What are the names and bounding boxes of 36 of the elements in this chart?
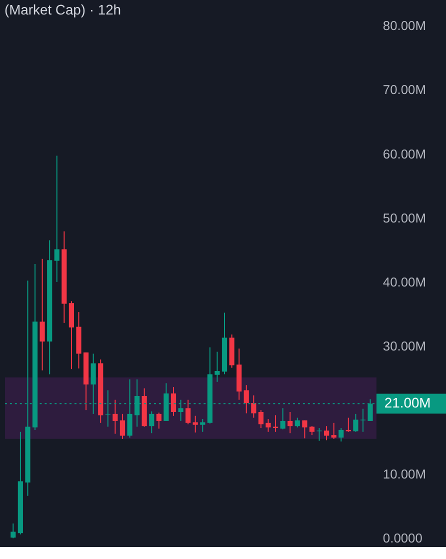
candlestick xyxy=(40,258,45,371)
y-tick-label: 80.00M xyxy=(382,18,426,34)
candlestick xyxy=(54,155,60,282)
candlestick xyxy=(360,408,366,432)
candlestick xyxy=(258,410,264,429)
candlestick xyxy=(302,420,308,439)
candlestick xyxy=(120,413,126,440)
candlestick xyxy=(149,410,154,434)
chart-title: (Market Cap) · 12h xyxy=(4,2,122,18)
ref-line-label: 21.00M xyxy=(384,394,431,411)
y-tick-label: 10.00M xyxy=(382,466,426,482)
candlestick xyxy=(324,426,330,441)
y-tick-label: 40.00M xyxy=(382,274,426,290)
y-tick-label: 30.00M xyxy=(382,338,426,354)
candlestick xyxy=(156,412,162,430)
y-tick-label: 60.00M xyxy=(382,146,426,162)
candlestick xyxy=(266,418,271,432)
candlestick xyxy=(353,413,358,432)
y-tick-label: 0.0000 xyxy=(382,530,422,546)
candlestick xyxy=(170,386,176,416)
candlestick xyxy=(280,408,286,430)
candlestick xyxy=(10,522,16,539)
y-tick-label: 50.00M xyxy=(382,210,426,226)
candlestick xyxy=(251,394,256,418)
candlestick xyxy=(192,415,198,434)
candlestick xyxy=(338,428,344,442)
candlestick xyxy=(244,384,249,414)
y-tick-label: 70.00M xyxy=(382,82,426,98)
candlestick xyxy=(288,412,293,434)
candlestick xyxy=(200,418,206,432)
candlestick xyxy=(272,414,278,432)
candlestick xyxy=(331,422,336,440)
candlestick xyxy=(186,399,191,425)
candlestick xyxy=(112,399,118,434)
candlestick xyxy=(214,351,220,382)
candlestick xyxy=(294,417,300,428)
